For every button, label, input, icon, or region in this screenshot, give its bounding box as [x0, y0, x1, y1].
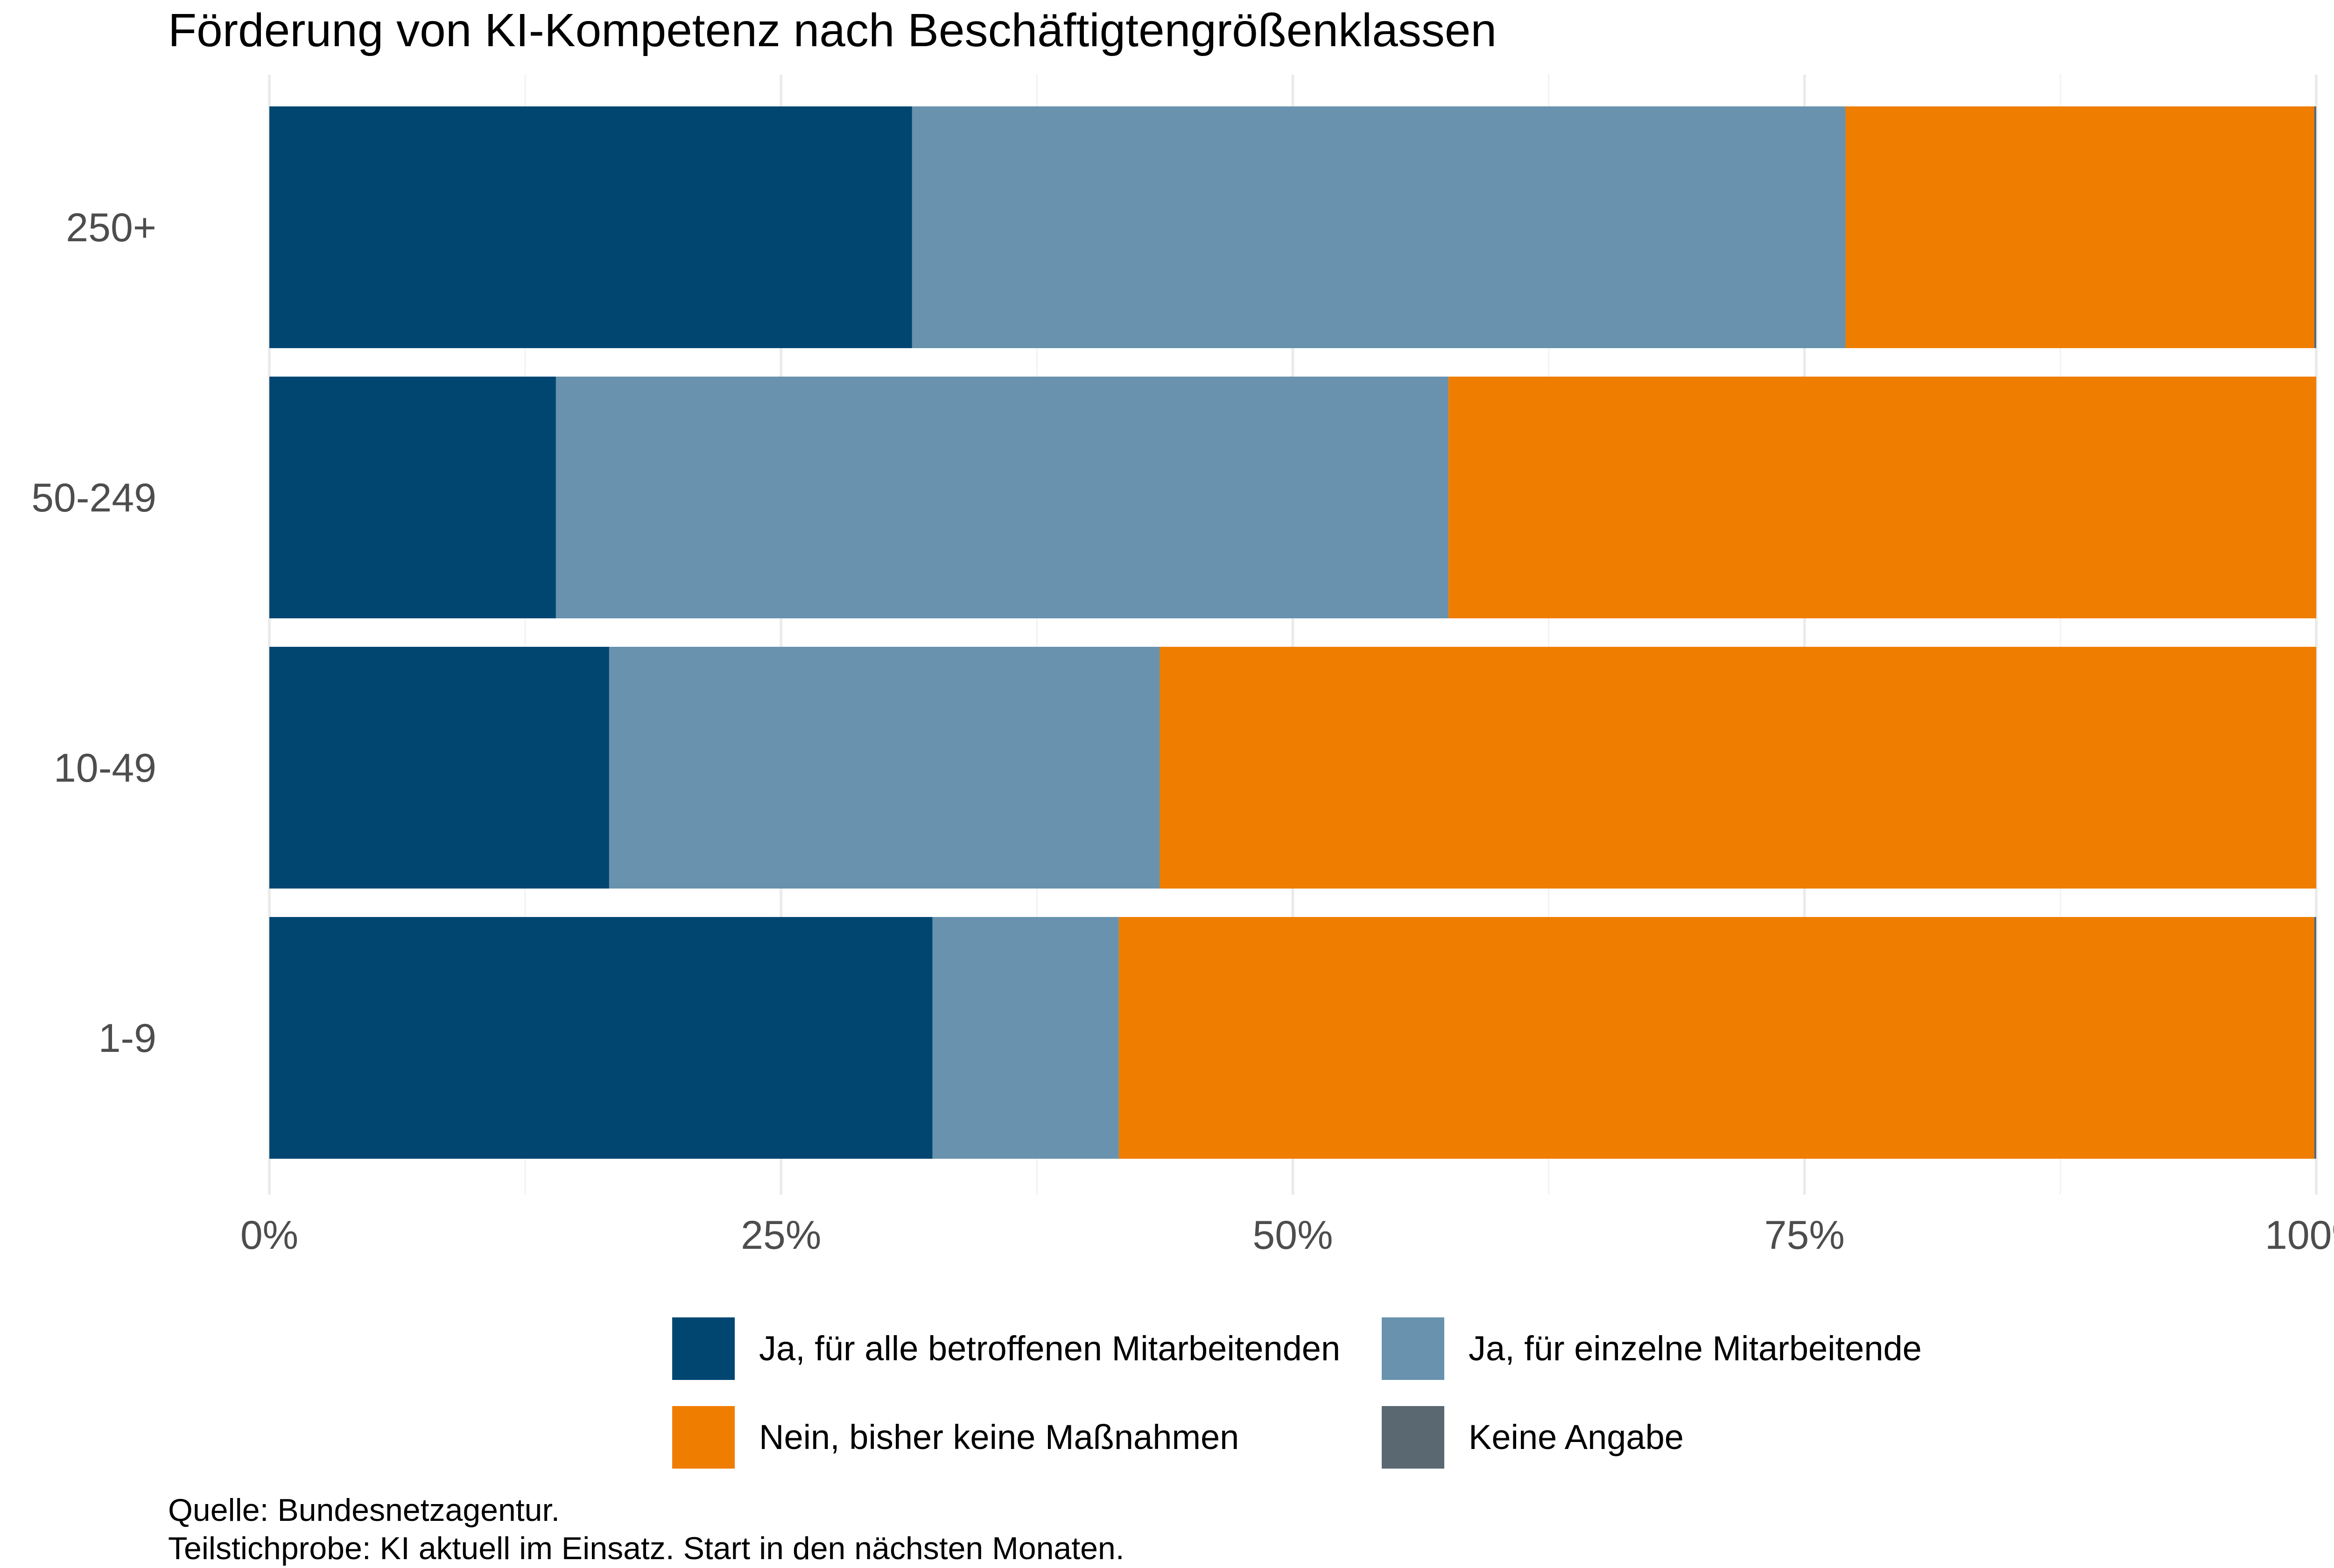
x-axis-ticks: 0% 25% 50% 75% 100%: [240, 1213, 2334, 1258]
bar-1-9-series-0: [269, 917, 933, 1159]
bar-10-49-series-2: [1160, 647, 2316, 889]
plot-area: 250+ 50-249 10-49 1-9 0% 25% 50% 75% 100%: [31, 75, 2334, 1258]
bar-1-9-series-1: [932, 917, 1119, 1159]
bar-50-249-series-2: [1448, 377, 2316, 618]
bar-250+-series-3: [2314, 106, 2316, 348]
legend-label-ja-einzelne: Ja, für einzelne Mitarbeitende: [1469, 1329, 1922, 1368]
caption-subsample: Teilstichprobe: KI aktuell im Einsatz. S…: [168, 1531, 1125, 1566]
legend: Ja, für alle betroffenen Mitarbeitenden …: [672, 1316, 2073, 1475]
legend-swatch-keine-angabe: [1382, 1406, 1444, 1469]
legend-item-ja-einzelne: Ja, für einzelne Mitarbeitende: [1382, 1316, 1922, 1381]
caption: Quelle: Bundesnetzagentur. Teilstichprob…: [168, 1491, 1125, 1568]
y-tick-label-10-49: 10-49: [54, 746, 156, 791]
bar-50-249-series-1: [555, 377, 1448, 618]
y-tick-label-250+: 250+: [66, 205, 156, 250]
bars: [269, 106, 2316, 1159]
x-tick-label-50: 50%: [1252, 1213, 1333, 1258]
bar-250+-series-1: [912, 106, 1846, 348]
legend-item-keine-angabe: Keine Angabe: [1382, 1405, 1684, 1470]
x-tick-label-0: 0%: [240, 1213, 298, 1258]
bar-1-9-series-3: [2314, 917, 2316, 1159]
bar-50-249-series-0: [269, 377, 556, 618]
bar-1-9-series-2: [1118, 917, 2314, 1159]
y-tick-label-50-249: 50-249: [31, 476, 156, 520]
caption-source: Quelle: Bundesnetzagentur.: [168, 1492, 560, 1528]
bar-10-49-series-1: [609, 647, 1160, 889]
legend-item-ja-alle: Ja, für alle betroffenen Mitarbeitenden: [672, 1316, 1340, 1381]
legend-label-keine-angabe: Keine Angabe: [1469, 1418, 1684, 1456]
x-tick-label-25: 25%: [741, 1213, 821, 1258]
legend-item-nein: Nein, bisher keine Maßnahmen: [672, 1405, 1239, 1470]
x-tick-label-100: 100%: [2265, 1213, 2334, 1258]
bar-250+-series-2: [1845, 106, 2314, 348]
chart-title: Förderung von KI-Kompetenz nach Beschäft…: [168, 4, 1497, 56]
x-tick-label-75: 75%: [1765, 1213, 1845, 1258]
y-tick-label-1-9: 1-9: [98, 1016, 156, 1061]
bar-250+-series-0: [269, 106, 912, 348]
legend-swatch-ja-alle: [672, 1317, 735, 1380]
y-axis-ticks: 250+ 50-249 10-49 1-9: [31, 205, 156, 1061]
legend-label-ja-alle: Ja, für alle betroffenen Mitarbeitenden: [759, 1329, 1341, 1368]
legend-label-nein: Nein, bisher keine Maßnahmen: [759, 1418, 1239, 1456]
legend-swatch-ja-einzelne: [1382, 1317, 1444, 1380]
legend-swatch-nein: [672, 1406, 735, 1469]
bar-10-49-series-0: [269, 647, 609, 889]
